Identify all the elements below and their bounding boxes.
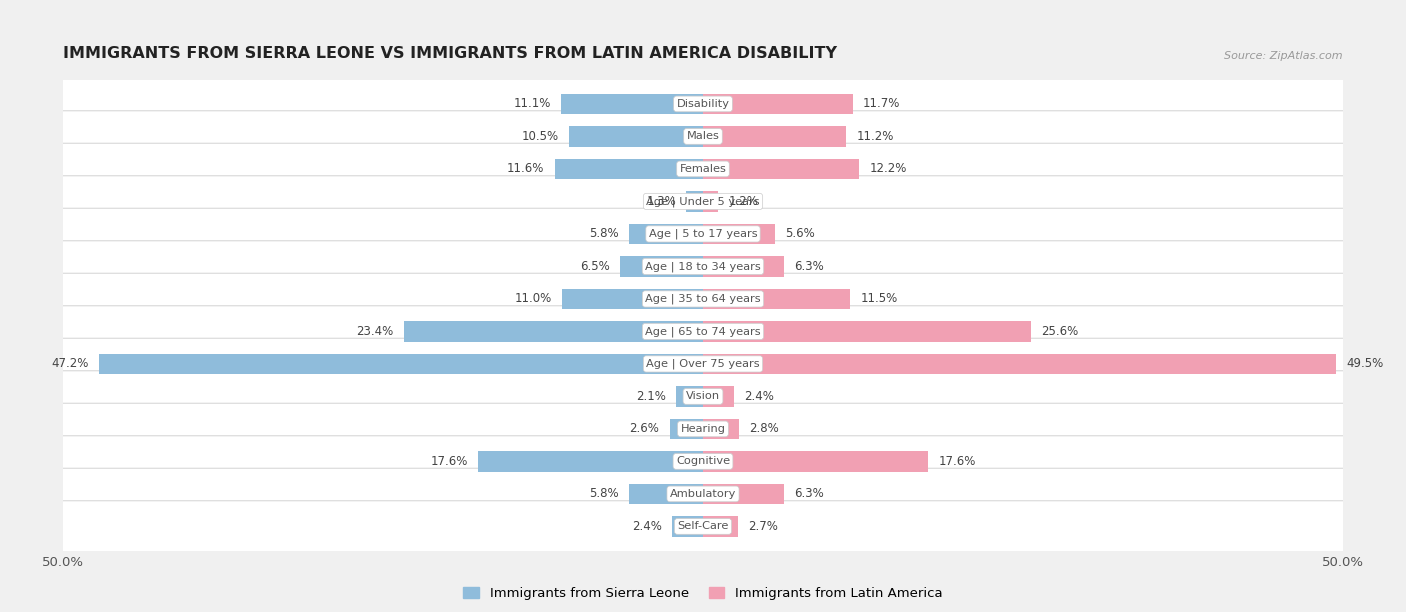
FancyBboxPatch shape: [46, 143, 1360, 195]
Text: 11.7%: 11.7%: [863, 97, 900, 110]
Text: 12.2%: 12.2%: [869, 162, 907, 176]
Bar: [703, 484, 783, 504]
Text: 11.1%: 11.1%: [513, 97, 551, 110]
Text: 2.4%: 2.4%: [744, 390, 773, 403]
Bar: [561, 94, 703, 114]
Bar: [620, 256, 703, 277]
Text: 11.0%: 11.0%: [515, 293, 553, 305]
Text: 17.6%: 17.6%: [430, 455, 468, 468]
Text: Age | Under 5 years: Age | Under 5 years: [647, 196, 759, 207]
Text: 2.6%: 2.6%: [630, 422, 659, 435]
Bar: [478, 452, 703, 471]
Text: Age | 65 to 74 years: Age | 65 to 74 years: [645, 326, 761, 337]
Bar: [703, 94, 852, 114]
FancyBboxPatch shape: [46, 403, 1360, 455]
Bar: [404, 321, 703, 341]
Bar: [669, 419, 703, 439]
Legend: Immigrants from Sierra Leone, Immigrants from Latin America: Immigrants from Sierra Leone, Immigrants…: [458, 582, 948, 605]
FancyBboxPatch shape: [46, 468, 1360, 520]
Text: 10.5%: 10.5%: [522, 130, 558, 143]
Text: 5.6%: 5.6%: [785, 228, 814, 241]
Text: Age | 35 to 64 years: Age | 35 to 64 years: [645, 294, 761, 304]
Text: Age | 5 to 17 years: Age | 5 to 17 years: [648, 229, 758, 239]
Text: Self-Care: Self-Care: [678, 521, 728, 531]
Text: 11.2%: 11.2%: [856, 130, 894, 143]
Text: Age | 18 to 34 years: Age | 18 to 34 years: [645, 261, 761, 272]
Bar: [703, 452, 928, 471]
Text: 17.6%: 17.6%: [938, 455, 976, 468]
FancyBboxPatch shape: [46, 111, 1360, 162]
Text: 49.5%: 49.5%: [1347, 357, 1384, 370]
Bar: [703, 354, 1336, 374]
Bar: [703, 256, 783, 277]
Text: Hearing: Hearing: [681, 424, 725, 434]
Text: 1.2%: 1.2%: [728, 195, 758, 208]
Text: 2.7%: 2.7%: [748, 520, 778, 533]
Bar: [703, 289, 851, 309]
Bar: [676, 386, 703, 406]
Text: 5.8%: 5.8%: [589, 228, 619, 241]
Bar: [628, 224, 703, 244]
Bar: [703, 517, 738, 537]
Text: 5.8%: 5.8%: [589, 487, 619, 501]
FancyBboxPatch shape: [46, 208, 1360, 259]
FancyBboxPatch shape: [46, 436, 1360, 487]
Text: 2.1%: 2.1%: [636, 390, 666, 403]
FancyBboxPatch shape: [46, 306, 1360, 357]
Bar: [703, 321, 1031, 341]
Bar: [554, 159, 703, 179]
FancyBboxPatch shape: [46, 241, 1360, 292]
Text: Source: ZipAtlas.com: Source: ZipAtlas.com: [1225, 51, 1343, 61]
Text: Disability: Disability: [676, 99, 730, 109]
Text: 2.8%: 2.8%: [749, 422, 779, 435]
Text: 1.3%: 1.3%: [647, 195, 676, 208]
Bar: [703, 159, 859, 179]
Bar: [703, 224, 775, 244]
Text: 23.4%: 23.4%: [356, 325, 394, 338]
Text: 6.3%: 6.3%: [794, 260, 824, 273]
Text: 11.5%: 11.5%: [860, 293, 897, 305]
FancyBboxPatch shape: [46, 371, 1360, 422]
FancyBboxPatch shape: [46, 338, 1360, 390]
Bar: [568, 126, 703, 146]
Bar: [562, 289, 703, 309]
Bar: [703, 419, 738, 439]
Bar: [703, 386, 734, 406]
Bar: [98, 354, 703, 374]
Text: Age | Over 75 years: Age | Over 75 years: [647, 359, 759, 369]
Text: 11.6%: 11.6%: [508, 162, 544, 176]
FancyBboxPatch shape: [46, 501, 1360, 552]
Text: 47.2%: 47.2%: [52, 357, 89, 370]
Bar: [686, 192, 703, 212]
Text: 6.3%: 6.3%: [794, 487, 824, 501]
FancyBboxPatch shape: [46, 273, 1360, 324]
Bar: [703, 126, 846, 146]
Text: Cognitive: Cognitive: [676, 457, 730, 466]
Text: 2.4%: 2.4%: [633, 520, 662, 533]
Text: 25.6%: 25.6%: [1040, 325, 1078, 338]
Text: IMMIGRANTS FROM SIERRA LEONE VS IMMIGRANTS FROM LATIN AMERICA DISABILITY: IMMIGRANTS FROM SIERRA LEONE VS IMMIGRAN…: [63, 46, 837, 61]
Text: Vision: Vision: [686, 392, 720, 401]
Text: Males: Males: [686, 132, 720, 141]
Text: 6.5%: 6.5%: [579, 260, 610, 273]
Text: Females: Females: [679, 164, 727, 174]
Bar: [703, 192, 718, 212]
FancyBboxPatch shape: [46, 176, 1360, 227]
FancyBboxPatch shape: [46, 78, 1360, 130]
Bar: [672, 517, 703, 537]
Bar: [628, 484, 703, 504]
Text: Ambulatory: Ambulatory: [669, 489, 737, 499]
